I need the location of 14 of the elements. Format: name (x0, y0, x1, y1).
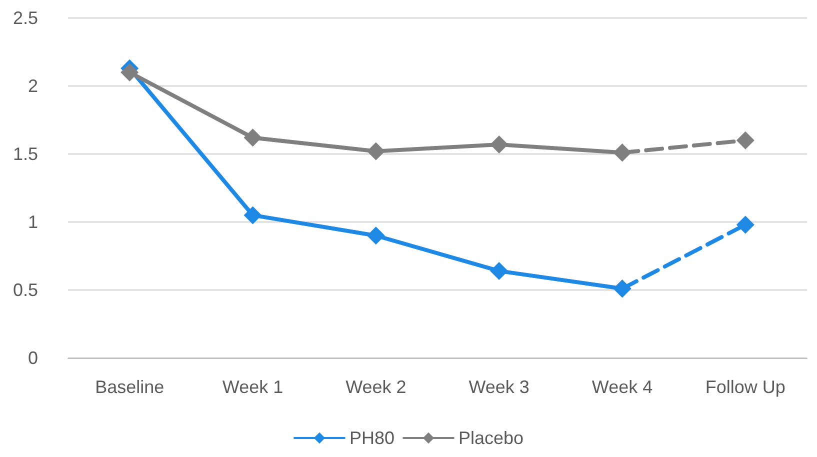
y-tick-label: 1.5 (12, 144, 38, 164)
x-tick-label: Follow Up (705, 377, 786, 397)
y-tick-label: 0.5 (12, 280, 38, 300)
x-tick-label: Week 1 (222, 377, 284, 397)
x-tick-label: Week 2 (346, 377, 406, 397)
x-tick-label: Baseline (95, 377, 164, 397)
x-tick-label: Week 4 (592, 377, 653, 397)
y-tick-label: 0 (28, 348, 38, 368)
x-tick-label: Week 3 (468, 377, 530, 397)
legend-label: PH80 (349, 428, 394, 448)
y-tick-label: 2 (28, 76, 38, 96)
legend-label: Placebo (458, 428, 524, 448)
y-tick-label: 1 (28, 212, 38, 232)
y-tick-label: 2.5 (12, 8, 38, 28)
